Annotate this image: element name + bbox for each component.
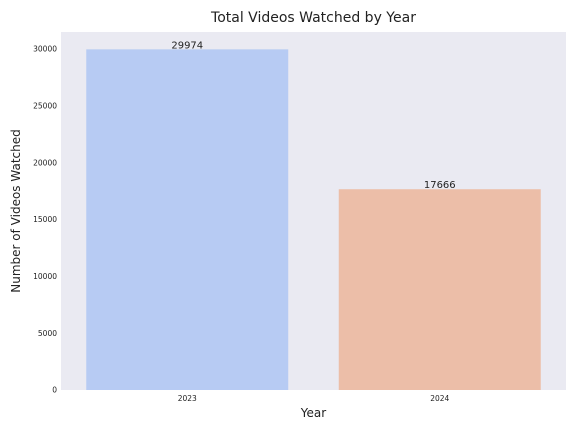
y-tick-label-15000: 15000 xyxy=(33,215,57,224)
y-tick-label-5000: 5000 xyxy=(38,329,57,338)
y-tick-label-0: 0 xyxy=(52,386,57,395)
data-labels-group: 29974 17666 xyxy=(171,40,455,191)
y-tick-label-10000: 10000 xyxy=(33,272,57,281)
x-tick-label-2024: 2024 xyxy=(430,394,449,403)
bar-2023 xyxy=(86,49,289,391)
bars-group xyxy=(86,49,541,391)
chart-title: Total Videos Watched by Year xyxy=(210,10,416,26)
bar-2024 xyxy=(338,189,541,390)
y-tick-label-20000: 20000 xyxy=(33,158,57,167)
x-axis-title: Year xyxy=(300,406,326,420)
y-tick-label-25000: 25000 xyxy=(33,102,57,111)
y-tick-label-30000: 30000 xyxy=(33,45,57,54)
x-tick-label-2023: 2023 xyxy=(178,394,197,403)
data-label-2024: 17666 xyxy=(424,180,456,191)
data-label-2023: 29974 xyxy=(171,40,203,51)
x-tick-labels: 2023 2024 xyxy=(178,394,450,403)
y-axis-title: Number of Videos Watched xyxy=(9,129,23,292)
y-tick-labels: 0 5000 10000 15000 20000 25000 30000 xyxy=(33,45,57,395)
